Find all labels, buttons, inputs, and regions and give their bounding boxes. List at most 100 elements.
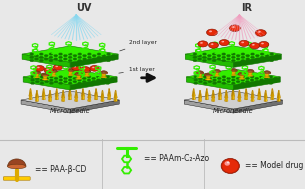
Text: Microneedle: Microneedle — [213, 108, 254, 114]
Polygon shape — [21, 100, 70, 113]
Polygon shape — [207, 88, 209, 97]
Ellipse shape — [33, 73, 41, 74]
Text: IR: IR — [242, 3, 253, 13]
Circle shape — [56, 66, 58, 67]
Ellipse shape — [229, 70, 237, 72]
Polygon shape — [197, 73, 202, 77]
Polygon shape — [220, 88, 221, 97]
Polygon shape — [271, 88, 272, 97]
Text: Microneedle: Microneedle — [50, 108, 91, 114]
Text: 1st layer: 1st layer — [119, 67, 155, 73]
Polygon shape — [271, 92, 272, 100]
Polygon shape — [264, 93, 266, 101]
Circle shape — [201, 42, 203, 43]
Ellipse shape — [76, 78, 82, 79]
Ellipse shape — [67, 74, 73, 76]
Ellipse shape — [239, 78, 245, 79]
Polygon shape — [233, 92, 235, 100]
Polygon shape — [22, 54, 70, 67]
Polygon shape — [185, 46, 281, 62]
Polygon shape — [251, 90, 253, 98]
Polygon shape — [89, 90, 91, 98]
Ellipse shape — [42, 79, 48, 80]
Ellipse shape — [45, 72, 52, 73]
Polygon shape — [205, 92, 207, 100]
Circle shape — [92, 67, 95, 68]
Ellipse shape — [264, 77, 270, 78]
Polygon shape — [257, 92, 259, 100]
Wedge shape — [246, 69, 254, 72]
Polygon shape — [226, 93, 228, 101]
Circle shape — [260, 42, 268, 47]
Polygon shape — [84, 72, 89, 76]
Polygon shape — [245, 88, 246, 97]
Circle shape — [250, 43, 259, 48]
Ellipse shape — [247, 75, 253, 76]
Polygon shape — [239, 75, 244, 79]
Circle shape — [262, 43, 264, 44]
Polygon shape — [277, 93, 279, 101]
Polygon shape — [114, 90, 116, 98]
Polygon shape — [231, 71, 236, 75]
Text: 2nd layer: 2nd layer — [120, 40, 157, 51]
Circle shape — [206, 29, 217, 36]
Polygon shape — [192, 92, 194, 100]
Polygon shape — [76, 90, 78, 98]
Polygon shape — [224, 93, 226, 101]
Circle shape — [240, 41, 248, 46]
Polygon shape — [114, 93, 116, 101]
Polygon shape — [34, 73, 39, 77]
Polygon shape — [68, 92, 70, 100]
Circle shape — [75, 66, 76, 67]
Polygon shape — [246, 88, 248, 97]
Ellipse shape — [83, 71, 91, 72]
Polygon shape — [199, 90, 200, 98]
Circle shape — [221, 158, 239, 174]
Wedge shape — [49, 69, 57, 72]
Polygon shape — [264, 90, 266, 98]
Polygon shape — [101, 93, 102, 101]
Polygon shape — [48, 93, 50, 101]
Polygon shape — [218, 92, 220, 100]
Polygon shape — [272, 88, 274, 97]
Wedge shape — [213, 69, 221, 72]
Polygon shape — [212, 90, 213, 98]
Polygon shape — [238, 93, 239, 101]
Polygon shape — [259, 92, 261, 100]
Text: == PAAm-C₂-Azo: == PAAm-C₂-Azo — [144, 154, 209, 163]
Polygon shape — [259, 88, 261, 97]
Circle shape — [207, 30, 217, 35]
Polygon shape — [23, 69, 117, 85]
Polygon shape — [74, 90, 76, 98]
Polygon shape — [205, 88, 207, 97]
Circle shape — [233, 26, 235, 27]
Polygon shape — [264, 73, 269, 77]
Polygon shape — [74, 93, 76, 101]
Wedge shape — [238, 72, 246, 75]
Polygon shape — [63, 90, 65, 98]
Circle shape — [35, 65, 45, 71]
Circle shape — [199, 41, 207, 46]
Ellipse shape — [41, 75, 49, 76]
Polygon shape — [184, 91, 282, 109]
Polygon shape — [200, 93, 202, 101]
Polygon shape — [96, 92, 98, 100]
Polygon shape — [206, 75, 211, 79]
Polygon shape — [116, 90, 117, 98]
Wedge shape — [100, 71, 108, 73]
Polygon shape — [61, 93, 63, 101]
Polygon shape — [89, 93, 91, 101]
Circle shape — [249, 43, 260, 49]
Circle shape — [54, 65, 62, 70]
Circle shape — [258, 31, 261, 33]
Circle shape — [221, 41, 224, 43]
Ellipse shape — [213, 71, 221, 72]
Circle shape — [229, 25, 240, 32]
Ellipse shape — [251, 48, 258, 49]
Polygon shape — [233, 100, 282, 113]
Polygon shape — [207, 92, 209, 100]
Circle shape — [44, 67, 54, 73]
Ellipse shape — [55, 69, 61, 70]
Circle shape — [209, 43, 218, 48]
Polygon shape — [57, 92, 58, 100]
